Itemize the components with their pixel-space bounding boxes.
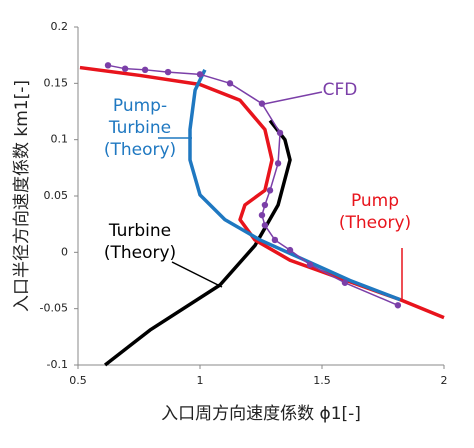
data-point <box>261 222 269 229</box>
data-point <box>226 80 234 87</box>
data-point <box>261 201 269 209</box>
leader-line <box>171 261 223 288</box>
y-axis-label: 入口半径方向速度係数 km1[-] <box>12 80 32 312</box>
series-label: Turbine (Theory) <box>103 221 177 263</box>
y-tick-label: 0.15 <box>44 76 69 89</box>
series-line <box>107 64 399 306</box>
y-tick-label: -0.05 <box>40 302 68 315</box>
y-tick-label: -0.1 <box>47 358 68 371</box>
data-point <box>164 68 172 76</box>
series-label: CFD <box>322 80 358 100</box>
y-tick-label: 0.05 <box>44 189 69 202</box>
x-axis-label: 入口周方向速度係数 ϕ1[-] <box>161 404 361 424</box>
series-line <box>188 69 401 302</box>
data-point <box>258 211 266 219</box>
data-point <box>341 279 349 286</box>
data-point <box>266 187 274 194</box>
data-point <box>276 129 284 137</box>
data-point <box>121 65 129 72</box>
data-point <box>274 160 282 167</box>
series-label: Pump (Theory) <box>338 191 412 233</box>
x-tick-label: 1 <box>197 374 204 387</box>
x-tick-label: 2 <box>441 374 448 387</box>
data-point <box>306 261 314 268</box>
y-tick-label: 0.2 <box>51 20 69 33</box>
data-point <box>104 62 112 69</box>
x-tick-label: 1.5 <box>313 374 331 387</box>
x-tick-label: 0.5 <box>69 374 87 387</box>
data-point <box>286 246 294 254</box>
data-point <box>258 100 266 107</box>
leader-line <box>263 91 323 105</box>
series-label: Pump- Turbine (Theory) <box>103 96 177 160</box>
data-point <box>271 236 279 244</box>
y-tick-label: 0.1 <box>51 133 69 146</box>
data-point <box>196 71 204 78</box>
y-tick-label: 0 <box>61 245 68 258</box>
data-point <box>141 66 149 74</box>
data-point <box>394 302 402 309</box>
